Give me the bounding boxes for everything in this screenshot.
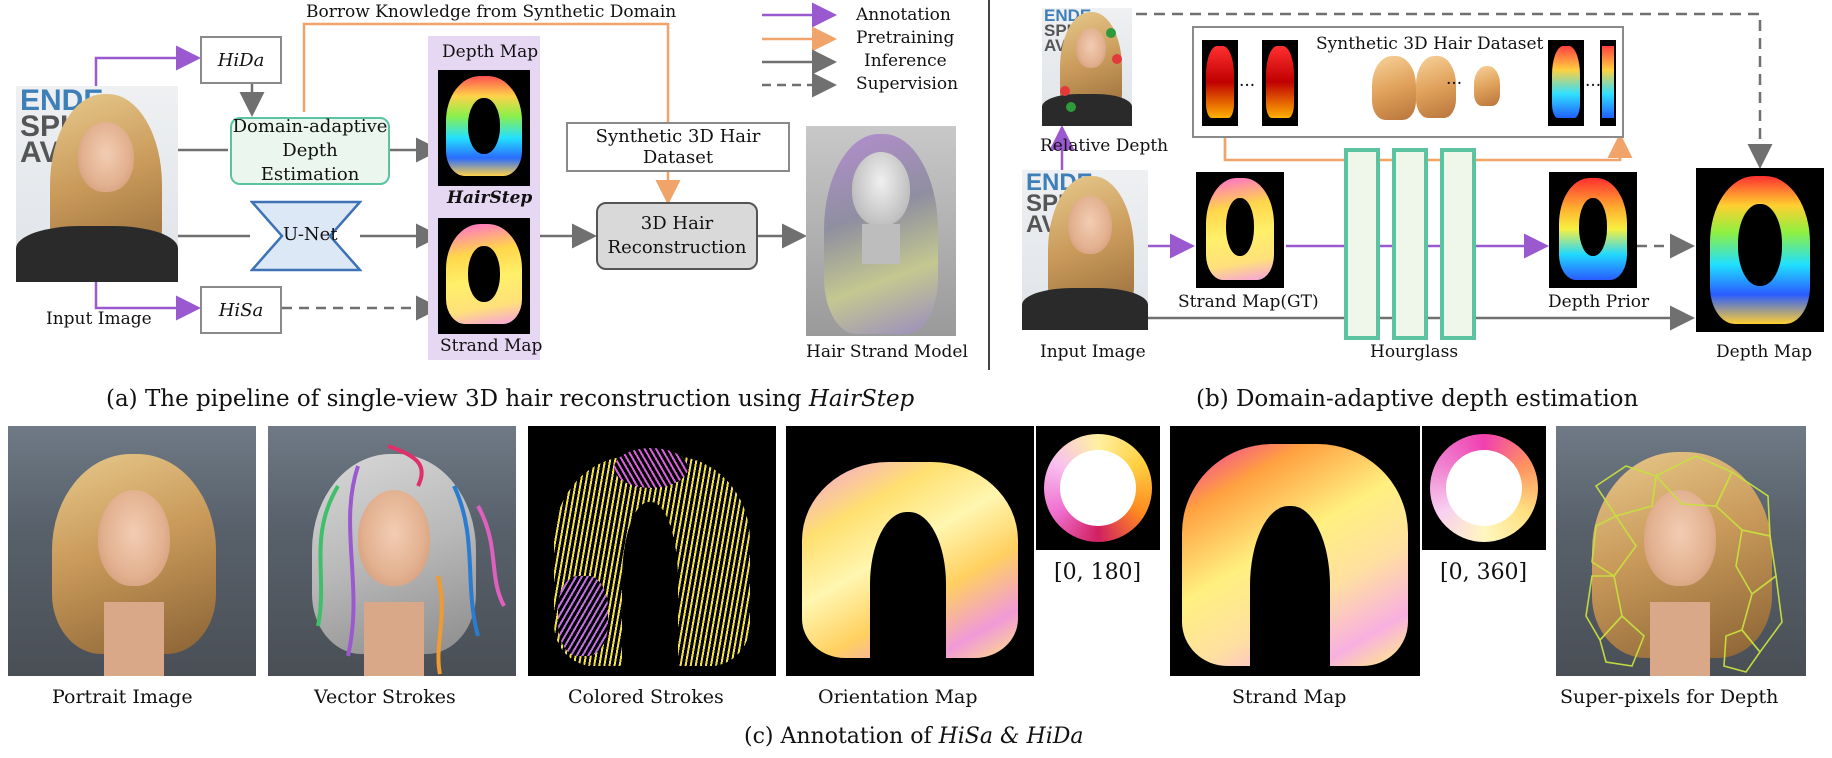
colored-strokes-image xyxy=(528,426,776,676)
caption-c-italic: HiSa & HiDa xyxy=(938,724,1084,749)
orientation-map-label: Orientation Map xyxy=(818,686,978,708)
borrow-knowledge-label: Borrow Knowledge from Synthetic Domain xyxy=(306,2,677,22)
synthetic-hair-model xyxy=(1474,66,1500,106)
strand-map-label: Strand Map xyxy=(440,336,543,356)
depth-map-label: Depth Map xyxy=(442,42,539,62)
hourglass-label: Hourglass xyxy=(1370,342,1459,362)
backdrop-text: ENDE SPI AV xyxy=(20,86,104,169)
hair-strand-model-label: Hair Strand Model xyxy=(806,342,968,362)
depth-map-image xyxy=(438,70,530,186)
caption-c: (c) Annotation of HiSa & HiDa xyxy=(744,724,1084,749)
caption-c-text: (c) Annotation of xyxy=(744,724,939,749)
input-image-label: Input Image xyxy=(46,309,152,329)
portrait-image-label: Portrait Image xyxy=(52,686,193,708)
synthetic-hair-model xyxy=(1372,56,1416,120)
caption-a-italic: HairStep xyxy=(808,386,915,412)
stroke-curves xyxy=(316,444,506,675)
legend-pretraining: Pretraining xyxy=(856,28,955,48)
depth-estimation-box: Domain-adaptive Depth Estimation xyxy=(230,116,390,185)
legend-lines xyxy=(762,2,837,98)
depth-point-marker xyxy=(1066,102,1076,112)
portrait-image xyxy=(8,426,256,676)
depth-estimation-line1: Domain-adaptive xyxy=(232,116,388,137)
hairstep-label: HairStep xyxy=(447,188,533,208)
strand-map-c-image xyxy=(1170,426,1420,676)
hisa-box: HiSa xyxy=(200,286,282,334)
range-360-label: [0, 360] xyxy=(1440,560,1528,585)
orientation-map-image xyxy=(786,426,1034,676)
reconstruction-line1: 3D Hair xyxy=(640,213,714,234)
synthetic-depth-map xyxy=(1548,40,1584,126)
strand-color-wheel xyxy=(1422,426,1546,550)
super-pixels-label: Super-pixels for Depth xyxy=(1560,686,1779,708)
unet-shape xyxy=(250,200,362,272)
caption-a-text: (a) The pipeline of single-view 3D hair … xyxy=(106,386,809,412)
synthetic-dataset-box: Synthetic 3D Hair Dataset xyxy=(566,122,790,172)
relative-depth-label: Relative Depth xyxy=(1040,136,1169,156)
dataset-ellipsis: ··· xyxy=(1239,76,1256,96)
strand-map-gt-image xyxy=(1196,172,1284,288)
caption-b: (b) Domain-adaptive depth estimation xyxy=(1196,386,1639,412)
super-pixels-image xyxy=(1556,426,1806,676)
legend-supervision: Supervision xyxy=(856,74,959,94)
strand-map-image xyxy=(438,218,530,334)
depth-prior-label: Depth Prior xyxy=(1548,292,1650,312)
panel-b-input-label: Input Image xyxy=(1040,342,1146,362)
reconstruction-box: 3D Hair Reconstruction xyxy=(596,202,758,270)
synthetic-depth-map xyxy=(1600,40,1616,126)
synthetic-strand-map xyxy=(1202,40,1238,126)
reconstruction-line2: Reconstruction xyxy=(607,237,747,258)
depth-point-marker xyxy=(1106,28,1116,38)
unet-label: U-Net xyxy=(283,224,338,245)
hair-strand-model-image xyxy=(806,126,956,336)
synthetic-hair-model xyxy=(1416,56,1456,118)
hourglass-block xyxy=(1392,148,1428,340)
range-180-label: [0, 180] xyxy=(1054,560,1142,585)
hourglass-block xyxy=(1440,148,1476,340)
panel-b-input-photo: ENDE SPI AV xyxy=(1022,170,1148,330)
panel-a-connectors xyxy=(94,22,807,321)
hourglass-block xyxy=(1344,148,1380,340)
orientation-color-wheel xyxy=(1036,426,1160,550)
depth-point-marker xyxy=(1112,54,1122,64)
synthetic-dataset-title: Synthetic 3D Hair Dataset xyxy=(1316,34,1544,54)
depth-point-marker xyxy=(1060,86,1070,96)
strand-map-c-label: Strand Map xyxy=(1232,686,1347,708)
vector-strokes-label: Vector Strokes xyxy=(314,686,456,708)
caption-a: (a) The pipeline of single-view 3D hair … xyxy=(106,386,914,412)
colored-strokes-label: Colored Strokes xyxy=(568,686,724,708)
input-image-photo: ENDE SPI AV xyxy=(16,86,178,282)
dataset-ellipsis: ··· xyxy=(1446,74,1463,94)
depth-estimation-line2: Depth Estimation xyxy=(260,140,360,185)
strand-map-gt-label: Strand Map(GT) xyxy=(1178,292,1319,312)
legend-annotation: Annotation xyxy=(856,5,951,25)
depth-map-output-label: Depth Map xyxy=(1716,342,1813,362)
synthetic-strand-map xyxy=(1262,40,1298,126)
depth-prior-image xyxy=(1549,172,1637,288)
superpixel-grid xyxy=(1585,455,1783,673)
dataset-ellipsis: ··· xyxy=(1585,76,1602,96)
vector-strokes-image xyxy=(268,426,516,676)
legend-inference: Inference xyxy=(864,51,947,71)
depth-map-output-image xyxy=(1696,168,1824,332)
hida-box: HiDa xyxy=(200,36,282,84)
relative-depth-photo: ENDE SPI AV xyxy=(1042,8,1132,126)
